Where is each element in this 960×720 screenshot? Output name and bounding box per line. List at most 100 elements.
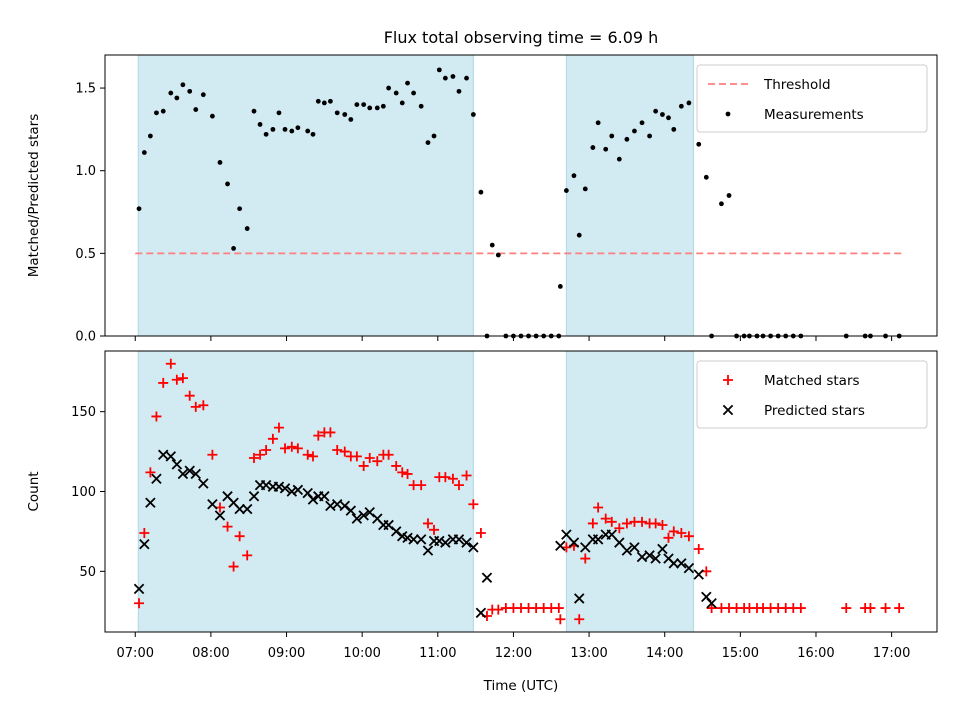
- data-point: [431, 133, 437, 139]
- data-point: [295, 125, 301, 131]
- x-axis-label: Time (UTC): [483, 678, 559, 694]
- data-point: [133, 583, 145, 595]
- data-point: [393, 90, 399, 96]
- data-point: [154, 110, 159, 116]
- data-point: [580, 553, 591, 564]
- legend-measurements-swatch: [725, 111, 731, 117]
- legend-frame: [696, 360, 928, 429]
- data-point: [676, 558, 687, 569]
- data-point: [234, 503, 245, 515]
- data-point: [184, 390, 195, 401]
- data-point: [553, 603, 564, 614]
- shaded-interval-1: [137, 54, 474, 337]
- data-point: [139, 528, 150, 539]
- data-point: [261, 444, 272, 455]
- data-point: [555, 540, 566, 552]
- data-point: [139, 538, 150, 550]
- data-point: [650, 553, 661, 564]
- data-point: [184, 465, 195, 476]
- data-point: [383, 449, 394, 460]
- data-point: [187, 88, 193, 94]
- data-point: [367, 105, 373, 111]
- data-point: [606, 516, 617, 527]
- data-point: [686, 100, 692, 106]
- data-point: [267, 433, 278, 444]
- y-tick-label: 0.0: [75, 330, 96, 345]
- data-point: [678, 103, 684, 109]
- data-point: [136, 206, 142, 212]
- legend-label: Predicted stars: [764, 403, 865, 419]
- data-point: [703, 174, 709, 180]
- data-point: [244, 226, 250, 231]
- data-point: [405, 80, 410, 86]
- legend-entry: Matched stars: [723, 373, 860, 389]
- data-point: [894, 603, 905, 614]
- data-point: [334, 110, 340, 116]
- data-point: [231, 245, 236, 251]
- data-point: [273, 422, 284, 433]
- data-point: [327, 98, 333, 104]
- data-point: [624, 136, 630, 142]
- data-point: [676, 528, 687, 539]
- data-point: [415, 534, 427, 545]
- data-point: [279, 483, 291, 494]
- x-tick-label: 07:00: [117, 646, 154, 661]
- data-point: [422, 545, 434, 556]
- x-tick-label: 11:00: [419, 646, 456, 661]
- legend-entry: Measurements: [725, 107, 864, 123]
- data-point: [478, 189, 484, 195]
- x-tick-label: 15:00: [722, 646, 759, 661]
- data-point: [493, 604, 504, 615]
- data-point: [580, 542, 591, 553]
- data-point: [706, 603, 717, 614]
- data-point: [629, 542, 640, 553]
- data-point: [574, 614, 585, 625]
- data-point: [134, 598, 145, 609]
- data-point: [198, 478, 209, 489]
- y-tick-label: 0.5: [75, 247, 96, 262]
- data-point: [795, 603, 806, 614]
- data-point: [418, 103, 424, 109]
- data-point: [165, 358, 176, 369]
- data-point: [286, 486, 298, 497]
- data-point: [319, 491, 330, 502]
- data-point: [228, 561, 239, 572]
- data-point: [425, 140, 431, 146]
- data-point: [276, 110, 282, 116]
- data-point: [171, 374, 182, 385]
- data-point: [332, 444, 343, 455]
- data-point: [595, 120, 601, 126]
- data-point: [461, 470, 472, 481]
- data-point: [683, 531, 694, 542]
- data-point: [450, 74, 456, 79]
- data-point: [177, 468, 189, 480]
- data-point: [249, 452, 260, 463]
- data-point: [590, 145, 596, 150]
- x-tick-label: 13:00: [570, 646, 607, 661]
- data-point: [241, 503, 253, 515]
- data-point: [270, 126, 276, 132]
- x-tick-label: 14:00: [646, 646, 683, 661]
- data-point: [666, 115, 671, 121]
- data-point: [263, 131, 269, 137]
- data-point: [475, 607, 487, 619]
- shaded-interval-2: [565, 54, 694, 337]
- series-measurements: [136, 67, 902, 339]
- data-point: [380, 103, 386, 109]
- data-point: [468, 499, 479, 510]
- data-point: [364, 452, 375, 463]
- data-point: [180, 82, 186, 88]
- data-point: [647, 133, 652, 139]
- data-point: [151, 473, 162, 484]
- data-point: [248, 491, 260, 502]
- data-point: [171, 459, 183, 470]
- data-point: [657, 543, 668, 555]
- data-point: [372, 456, 383, 467]
- data-point: [280, 443, 291, 454]
- chart-title: Flux total observing time = 6.09 h: [384, 28, 659, 47]
- data-point: [429, 524, 440, 535]
- x-tick-label: 16:00: [797, 646, 834, 661]
- x-tick-label: 10:00: [343, 646, 380, 661]
- data-point: [177, 373, 188, 384]
- data-point: [571, 173, 577, 179]
